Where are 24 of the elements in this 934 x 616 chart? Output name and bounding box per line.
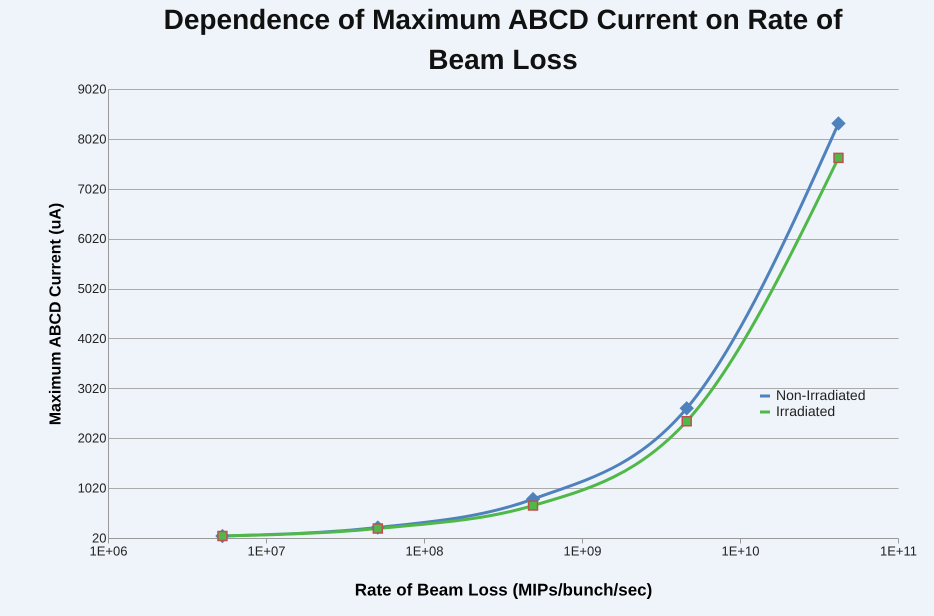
legend-label: Non-Irradiated [776, 387, 866, 403]
x-tick-label: 1E+08 [406, 544, 444, 558]
point [680, 401, 694, 416]
y-tick-label: 3020 [78, 380, 106, 396]
point [681, 416, 692, 426]
x-tick-label: 1E+06 [90, 544, 128, 558]
y-tick-label: 1020 [78, 480, 106, 496]
x-tick-label: 1E+07 [248, 544, 286, 558]
x-axis-title: Rate of Beam Loss (MIPs/bunch/sec) [354, 580, 652, 600]
point [528, 500, 538, 511]
y-axis-title: Maximum ABCD Current (uA) [48, 202, 65, 426]
y-tick-label: 9020 [78, 82, 106, 96]
x-tick-label: 1E+11 [880, 544, 917, 558]
x-tick-label: 1E+10 [722, 544, 760, 558]
legend-label: Irradiated [776, 403, 836, 419]
y-tick-label: 8020 [78, 131, 106, 146]
y-tick-label: 6020 [78, 231, 106, 246]
y-tick-label: 20 [92, 530, 106, 546]
y-tick-label: 4020 [78, 330, 106, 346]
chart-title: Dependence of Maximum ABCD Current on Rate of Beam Loss [164, 4, 844, 75]
y-tick-label: 7020 [78, 181, 106, 196]
y-tick-label: 5020 [78, 281, 106, 296]
y-tick-label: 2020 [78, 430, 106, 446]
x-tick-label: 1E+09 [564, 544, 602, 558]
